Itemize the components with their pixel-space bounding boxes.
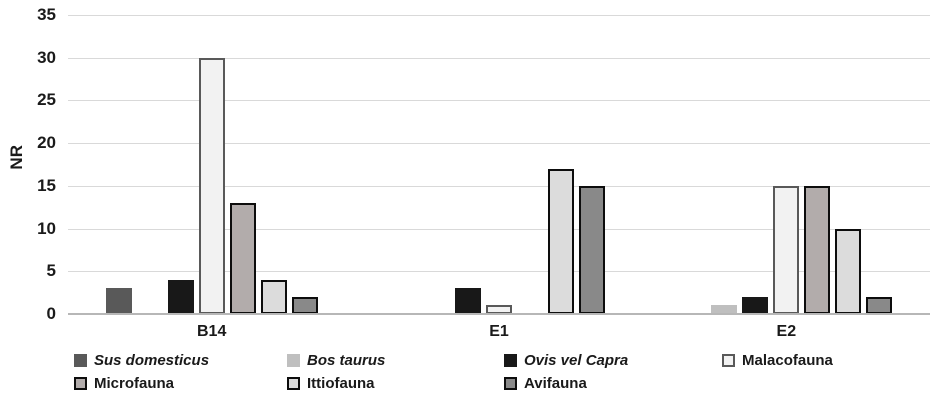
legend-item-microfauna: Microfauna — [74, 374, 287, 393]
bar-malacofauna-e2 — [773, 185, 800, 314]
bar-slot — [289, 15, 320, 314]
bar-slot — [678, 15, 709, 314]
bar-ovis-vel-capra-b14 — [167, 279, 194, 314]
legend-swatch-ovis-vel-capra — [504, 354, 517, 367]
gridline-30 — [68, 57, 930, 59]
bar-slot — [390, 15, 421, 314]
bar-avifauna-e2 — [866, 296, 893, 314]
bar-avifauna-e1 — [578, 185, 605, 314]
legend-label-ovis-vel-capra: Ovis vel Capra — [524, 352, 629, 369]
bar-slot — [709, 15, 740, 314]
bar-slot — [227, 15, 258, 314]
legend-swatch-microfauna — [74, 377, 87, 390]
legend-swatch-avifauna — [504, 377, 517, 390]
category-band-e2 — [643, 15, 930, 314]
bar-sus-domesticus-b14 — [105, 288, 132, 314]
x-axis-label-e1: E1 — [489, 323, 509, 340]
bar-malacofauna-b14 — [198, 57, 225, 314]
legend-label-bos-taurus: Bos taurus — [307, 352, 386, 369]
legend-label-ittiofauna: Ittiofauna — [307, 375, 375, 392]
bar-slot — [514, 15, 545, 314]
bar-slot — [258, 15, 289, 314]
y-axis: 0 5 10 15 20 25 30 35 — [0, 5, 56, 323]
bar-group-e2 — [678, 15, 895, 314]
x-axis-label-e2: E2 — [776, 323, 797, 340]
legend-label-avifauna: Avifauna — [524, 375, 587, 392]
bar-slot — [196, 15, 227, 314]
y-tick-label-25: 25 — [37, 90, 56, 110]
legend-item-ovis-vel-capra: Ovis vel Capra — [504, 351, 722, 370]
legend-item-ittiofauna: Ittiofauna — [287, 374, 504, 393]
bar-microfauna-b14 — [229, 202, 256, 314]
legend-item-bos-taurus: Bos taurus — [287, 351, 504, 370]
bar-slot — [864, 15, 895, 314]
legend-swatch-malacofauna — [722, 354, 735, 367]
legend-item-sus-domesticus: Sus domesticus — [74, 351, 287, 370]
gridline-10 — [68, 228, 930, 230]
gridline-35 — [68, 15, 930, 16]
y-tick-label-35: 35 — [37, 5, 56, 24]
legend-label-malacofauna: Malacofauna — [742, 352, 833, 369]
gridlines — [68, 15, 930, 314]
legend-item-avifauna: Avifauna — [504, 374, 722, 393]
bar-slot — [483, 15, 514, 314]
bar-ittiofauna-e2 — [835, 228, 862, 314]
bar-slot — [740, 15, 771, 314]
bar-slot — [452, 15, 483, 314]
bar-slot — [421, 15, 452, 314]
x-axis-labels: B14 E1 E2 — [68, 323, 930, 341]
bar-slot — [545, 15, 576, 314]
legend-label-microfauna: Microfauna — [94, 375, 175, 392]
legend-label-sus-domesticus: Sus domesticus — [94, 352, 210, 369]
bar-avifauna-b14 — [291, 296, 318, 314]
bar-ittiofauna-b14 — [260, 279, 287, 314]
legend-swatch-sus-domesticus — [74, 354, 87, 367]
bars — [68, 15, 930, 314]
bar-microfauna-e2 — [804, 185, 831, 314]
gridline-20 — [68, 143, 930, 145]
gridline-15 — [68, 185, 930, 187]
bar-ovis-vel-capra-e1 — [454, 288, 481, 314]
x-axis-line — [68, 313, 930, 315]
bar-group-b14 — [103, 15, 320, 314]
y-tick-label-10: 10 — [37, 218, 56, 238]
bar-group-e1 — [390, 15, 607, 314]
bar-slot — [103, 15, 134, 314]
gridline-25 — [68, 100, 930, 102]
y-tick-label-30: 30 — [37, 47, 56, 67]
legend-item-malacofauna: Malacofauna — [722, 351, 833, 370]
gridline-5 — [68, 271, 930, 273]
legend: Sus domesticus Bos taurus Ovis vel Capra Ma… — [74, 351, 833, 393]
y-tick-label-20: 20 — [37, 133, 56, 153]
legend-swatch-bos-taurus — [287, 354, 300, 367]
y-tick-label-5: 5 — [46, 261, 56, 281]
y-tick-label-15: 15 — [37, 175, 56, 195]
bar-slot — [771, 15, 802, 314]
legend-swatch-ittiofauna — [287, 377, 300, 390]
bar-slot — [576, 15, 607, 314]
x-axis-label-b14: B14 — [196, 323, 227, 340]
category-band-e1 — [355, 15, 642, 314]
bar-ovis-vel-capra-e2 — [742, 296, 769, 314]
bar-slot — [134, 15, 165, 314]
bar-slot — [165, 15, 196, 314]
bar-slot — [802, 15, 833, 314]
y-tick-label-0: 0 — [46, 304, 56, 323]
bar-bos-taurus-e2 — [711, 305, 738, 314]
plot-area — [68, 15, 930, 315]
bar-slot — [833, 15, 864, 314]
category-band-b14 — [68, 15, 355, 314]
bar-ittiofauna-e1 — [547, 168, 574, 314]
